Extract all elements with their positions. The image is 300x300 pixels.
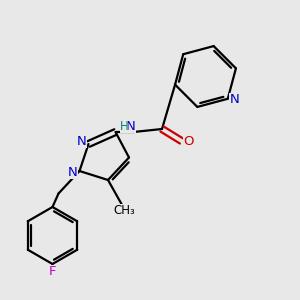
Text: H: H	[119, 120, 128, 133]
Text: N: N	[77, 135, 87, 148]
Text: CH₃: CH₃	[113, 203, 135, 217]
Text: O: O	[183, 135, 194, 148]
Text: F: F	[49, 265, 56, 278]
Text: N: N	[126, 120, 136, 133]
Text: N: N	[68, 166, 78, 179]
Text: N: N	[230, 93, 239, 106]
